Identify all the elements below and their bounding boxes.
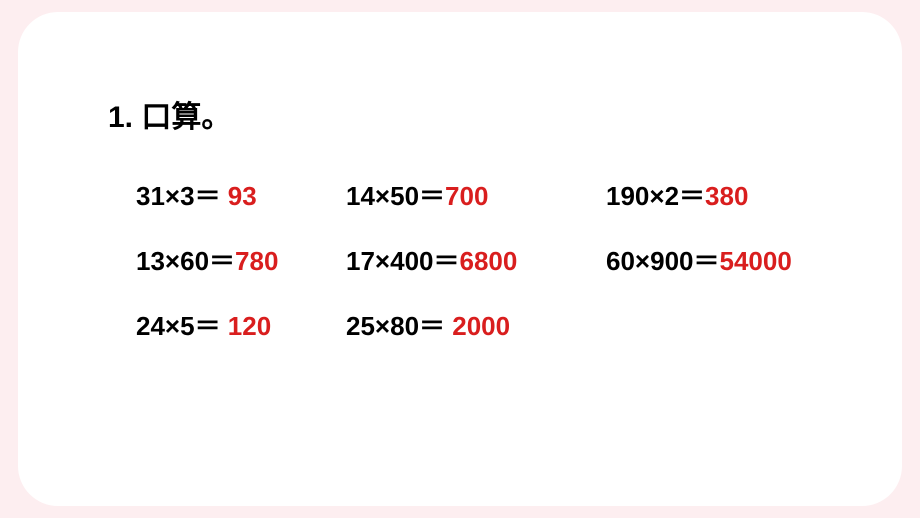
expression: 14×50＝: [346, 181, 445, 211]
answer: 6800: [459, 246, 517, 276]
problem-item: 24×5＝ 120: [136, 306, 346, 343]
problem-item: 60×900＝54000: [606, 241, 812, 278]
problem-item: 13×60＝780: [136, 241, 346, 278]
answer: 54000: [719, 246, 791, 276]
answer: 700: [445, 181, 488, 211]
page-title: 1. 口算。: [108, 92, 812, 136]
expression: 17×400＝: [346, 246, 459, 276]
slide-content: 1. 口算。 31×3＝ 93 14×50＝700 190×2＝380 13×6…: [18, 12, 902, 506]
answer: 93: [228, 181, 257, 211]
problem-item: 31×3＝ 93: [136, 176, 346, 213]
expression: 25×80＝: [346, 311, 452, 341]
problem-item: 17×400＝6800: [346, 241, 606, 278]
answer: 120: [228, 311, 271, 341]
answer: 2000: [452, 311, 510, 341]
problems-grid: 31×3＝ 93 14×50＝700 190×2＝380 13×60＝780 1…: [108, 176, 812, 343]
expression: 31×3＝: [136, 181, 228, 211]
expression: 24×5＝: [136, 311, 228, 341]
expression: 60×900＝: [606, 246, 719, 276]
problem-item: 25×80＝ 2000: [346, 306, 606, 343]
answer: 780: [235, 246, 278, 276]
expression: 190×2＝: [606, 181, 705, 211]
answer: 380: [705, 181, 748, 211]
problem-item: 190×2＝380: [606, 176, 812, 213]
problem-item: 14×50＝700: [346, 176, 606, 213]
expression: 13×60＝: [136, 246, 235, 276]
